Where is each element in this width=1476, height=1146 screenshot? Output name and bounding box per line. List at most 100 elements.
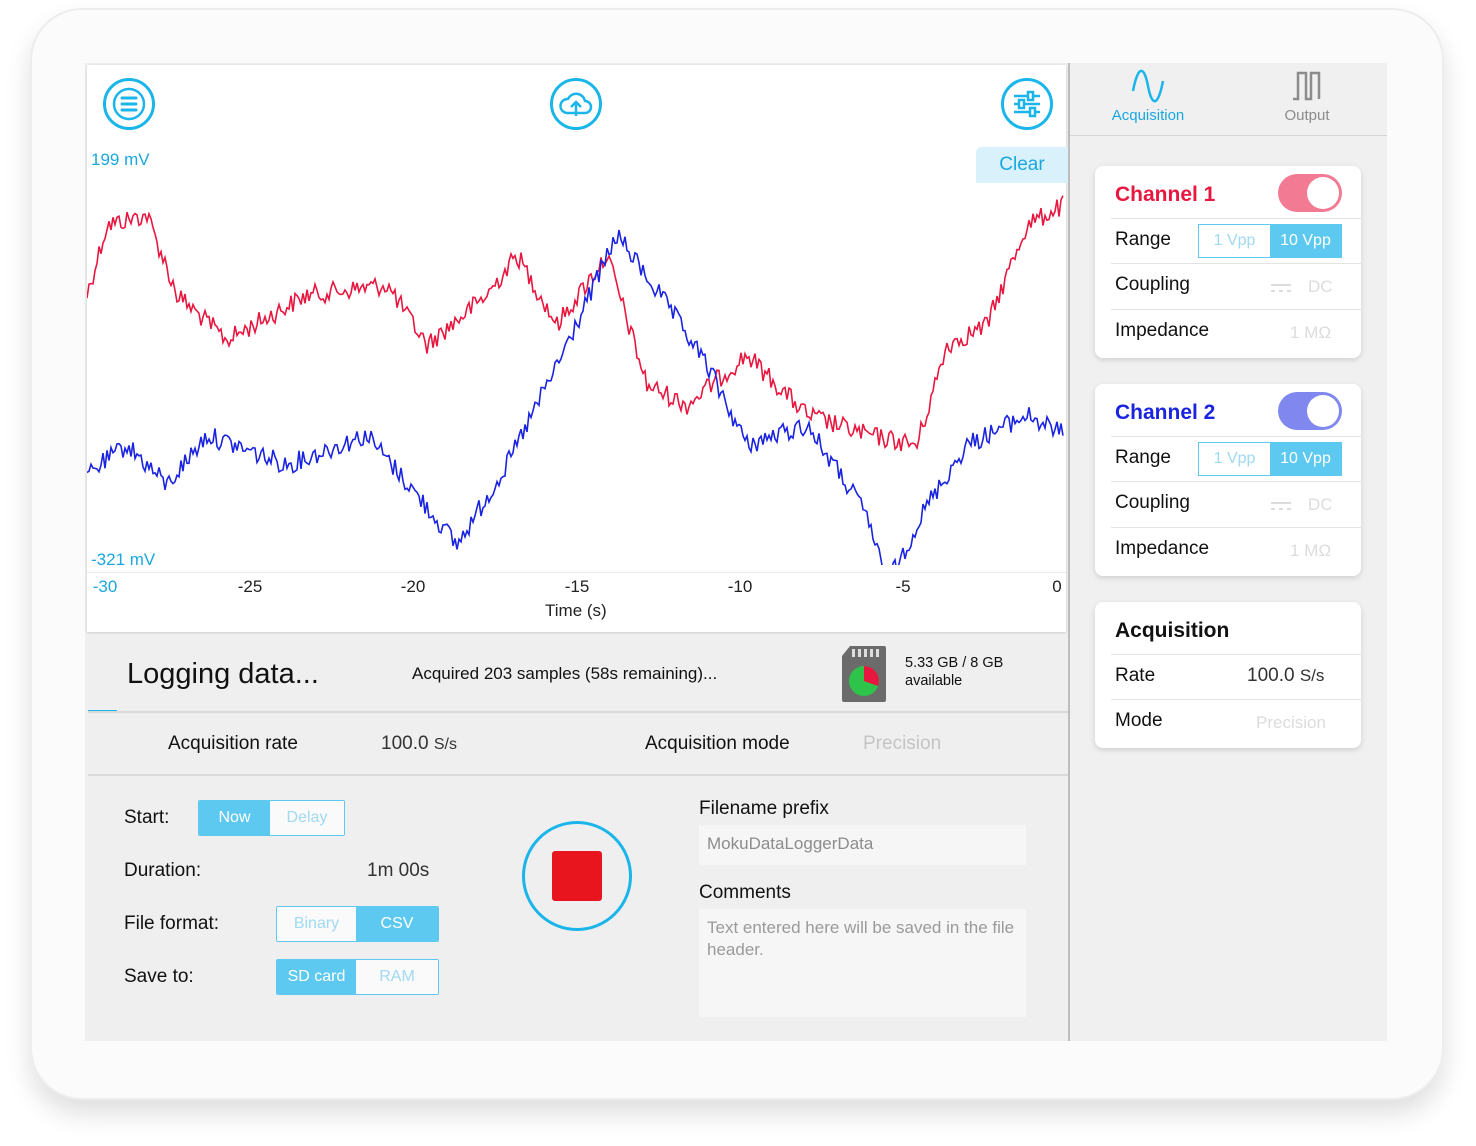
stop-icon: [552, 851, 602, 901]
menu-icon: [112, 87, 146, 121]
range-1vpp-option[interactable]: 1 Vpp: [1199, 443, 1270, 475]
comments-input[interactable]: Text entered here will be saved in the f…: [699, 909, 1026, 1017]
acquisition-card-title: Acquisition: [1115, 619, 1230, 642]
status-message: Acquired 203 samples (58s remaining)...: [412, 664, 718, 683]
storage-available: available: [905, 673, 963, 689]
sine-wave-icon: [1131, 69, 1165, 103]
logging-controls: Start: Now Delay Duration: 1m 00s File f…: [85, 776, 1068, 1041]
acquisition-mode-row-label: Mode: [1115, 710, 1163, 731]
rate-number: 100.0: [1247, 665, 1295, 686]
y-min-label: -321 mV: [91, 550, 156, 569]
acquisition-mode-value[interactable]: Precision: [863, 733, 942, 754]
range-10vpp-option[interactable]: 10 Vpp: [1270, 443, 1341, 475]
filename-prefix-label: Filename prefix: [699, 798, 829, 819]
storage-capacity: 5.33 GB / 8 GB: [905, 655, 1004, 671]
plot-area: Clear 199 mV -321 mV -30 -25 -20 -15 -10…: [87, 65, 1068, 632]
channel-1-trace: [87, 195, 1064, 452]
file-format-label: File format:: [124, 913, 220, 934]
signal-traces: [87, 195, 1064, 565]
acquisition-mode-label: Acquisition mode: [645, 733, 790, 754]
tab-acquisition[interactable]: Acquisition: [1083, 63, 1213, 135]
acquisition-summary-row: Acquisition rate 100.0 S/s Acquisition m…: [85, 712, 1068, 774]
channel-2-card: Channel 2 Range 1 Vpp 10 Vpp Coupling DC…: [1095, 384, 1361, 576]
filename-prefix-input[interactable]: MokuDataLoggerData: [699, 825, 1026, 865]
divider: [1111, 309, 1361, 310]
divider: [1111, 527, 1361, 528]
save-sd-card-option[interactable]: SD card: [277, 960, 357, 994]
acquisition-rate-row-value[interactable]: 100.0 S/s: [1247, 665, 1324, 687]
acquisition-mode-row-value[interactable]: Precision: [1256, 713, 1326, 732]
save-ram-option[interactable]: RAM: [356, 960, 438, 994]
channel-2-trace: [87, 229, 1064, 565]
app-screen: Clear 199 mV -321 mV -30 -25 -20 -15 -10…: [85, 63, 1387, 1041]
toggle-knob: [1307, 395, 1339, 427]
channel-2-impedance-value[interactable]: 1 MΩ: [1290, 541, 1332, 560]
x-tick: -30: [92, 577, 118, 596]
save-to-label: Save to:: [124, 966, 194, 987]
x-tick: -20: [400, 577, 426, 596]
status-bar: Logging data... Acquired 203 samples (58…: [85, 634, 1068, 713]
start-delay-option[interactable]: Delay: [270, 801, 344, 835]
range-10vpp-option[interactable]: 10 Vpp: [1270, 225, 1341, 257]
acquisition-card: Acquisition Rate 100.0 S/s Mode Precisio…: [1095, 602, 1361, 748]
channel-1-toggle[interactable]: [1278, 174, 1342, 212]
divider: [1111, 699, 1361, 700]
divider: [1111, 218, 1361, 219]
x-tick: -15: [564, 577, 590, 596]
duration-label: Duration:: [124, 860, 202, 881]
divider: [1111, 481, 1361, 482]
x-tick: -25: [237, 577, 263, 596]
channel-2-title: Channel 2: [1115, 401, 1216, 424]
acquisition-rate-label: Acquisition rate: [168, 733, 298, 754]
x-tick: -5: [895, 577, 911, 596]
tab-output[interactable]: Output: [1242, 63, 1372, 135]
acquisition-rate-unit: S/s: [433, 736, 457, 753]
channel-1-range-label: Range: [1115, 229, 1171, 250]
divider: [1111, 436, 1361, 437]
channel-1-card: Channel 1 Range 1 Vpp 10 Vpp Coupling DC…: [1095, 166, 1361, 358]
menu-button[interactable]: [103, 78, 155, 130]
cloud-upload-icon: [559, 92, 593, 116]
upload-button[interactable]: [550, 78, 602, 130]
divider: [88, 711, 1068, 713]
channel-1-coupling-value[interactable]: DC: [1308, 277, 1333, 296]
x-axis-line: [87, 572, 1066, 573]
save-to-selector: SD card RAM: [276, 959, 439, 995]
duration-value[interactable]: 1m 00s: [367, 860, 430, 881]
settings-sidebar: Acquisition Output Channel 1 Range 1 Vpp…: [1068, 63, 1387, 1041]
settings-button[interactable]: [1001, 78, 1053, 130]
channel-2-coupling-label: Coupling: [1115, 492, 1190, 513]
channel-1-impedance-label: Impedance: [1115, 320, 1210, 341]
x-tick: -10: [727, 577, 753, 596]
channel-2-coupling-value[interactable]: DC: [1308, 495, 1333, 514]
tab-divider: [1070, 135, 1387, 136]
channel-2-toggle[interactable]: [1278, 392, 1342, 430]
rate-unit: S/s: [1299, 666, 1325, 685]
sd-card-icon: [842, 646, 886, 702]
x-tick: 0: [1052, 577, 1062, 596]
format-csv-option[interactable]: CSV: [356, 907, 438, 941]
channel-2-impedance-label: Impedance: [1115, 538, 1210, 559]
start-label: Start:: [124, 807, 170, 828]
format-binary-option[interactable]: Binary: [277, 907, 357, 941]
channel-1-title: Channel 1: [1115, 183, 1216, 206]
tab-output-label: Output: [1284, 107, 1330, 124]
start-selector: Now Delay: [198, 800, 345, 836]
dc-coupling-icon: [1271, 502, 1291, 510]
start-now-option[interactable]: Now: [199, 801, 271, 835]
status-title: Logging data...: [127, 658, 319, 690]
divider: [88, 774, 1068, 776]
y-max-label: 199 mV: [91, 150, 150, 169]
channel-1-range-selector: 1 Vpp 10 Vpp: [1198, 224, 1342, 258]
x-axis-title: Time (s): [545, 601, 607, 620]
clear-button[interactable]: Clear: [976, 147, 1068, 183]
channel-1-coupling-label: Coupling: [1115, 274, 1190, 295]
range-1vpp-option[interactable]: 1 Vpp: [1199, 225, 1270, 257]
acquisition-rate-row-label: Rate: [1115, 665, 1156, 686]
comments-label: Comments: [699, 882, 791, 903]
channel-2-range-label: Range: [1115, 447, 1171, 468]
stop-logging-button[interactable]: [522, 821, 632, 931]
sliders-icon: [1014, 90, 1040, 118]
storage-info: 5.33 GB / 8 GB available: [905, 654, 1003, 690]
channel-1-impedance-value[interactable]: 1 MΩ: [1290, 323, 1332, 342]
